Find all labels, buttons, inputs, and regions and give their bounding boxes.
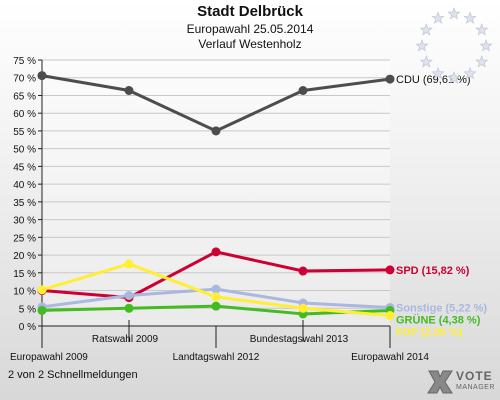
star-icon [419, 23, 433, 36]
series-label-grne: GRÜNE (4,38 %) [396, 313, 481, 326]
series-point-spd [385, 265, 395, 275]
series-point-fdp [211, 292, 221, 302]
star-icon [475, 55, 489, 68]
series-point-cdu [211, 126, 221, 136]
y-tick-label: 15 % [13, 269, 36, 280]
star-icon [431, 11, 445, 24]
series-point-sonstige [211, 284, 221, 294]
series-point-fdp [385, 311, 395, 321]
y-tick-label: 5 % [19, 304, 36, 315]
y-tick-label: 70 % [13, 74, 36, 85]
vote-x-icon [427, 370, 453, 394]
series-point-spd [298, 266, 308, 276]
logo-text: VOTE [456, 369, 493, 383]
x-tick-label: Ratswahl 2009 [92, 334, 159, 345]
y-tick-label: 25 % [13, 233, 36, 244]
x-tick-label: Europawahl 2009 [10, 352, 88, 363]
y-tick-label: 75 % [13, 56, 36, 67]
y-tick-label: 35 % [13, 198, 36, 209]
y-tick-label: 20 % [13, 251, 36, 262]
y-tick-label: 30 % [13, 216, 36, 227]
y-tick-label: 45 % [13, 162, 36, 173]
star-icon [447, 71, 461, 84]
series-point-cdu [37, 71, 47, 81]
series-point-fdp [298, 303, 308, 313]
chart-subtitle-2: Verlauf Westenholz [198, 37, 302, 51]
footer-note: 2 von 2 Schnellmeldungen [8, 369, 138, 381]
series-point-grne [124, 303, 134, 313]
series-point-grne [211, 301, 221, 311]
series-point-fdp [37, 285, 47, 295]
star-icon [419, 55, 433, 68]
y-tick-label: 40 % [13, 180, 36, 191]
series-point-cdu [385, 74, 395, 84]
series-point-grne [37, 305, 47, 315]
logo-subtext: MANAGER [456, 384, 495, 391]
star-icon [479, 39, 493, 52]
series-point-spd [211, 247, 221, 257]
series-point-cdu [124, 86, 134, 96]
star-icon [415, 39, 429, 52]
y-tick-label: 55 % [13, 127, 36, 138]
plot-area [42, 60, 390, 326]
star-icon [463, 66, 477, 80]
series-point-sonstige [124, 290, 134, 300]
x-tick-label: Europawahl 2014 [351, 352, 429, 363]
star-icon [475, 23, 489, 36]
eu-stars-icon [415, 7, 493, 84]
vote-manager-logo: VOTE MANAGER [426, 366, 498, 398]
star-icon [463, 11, 477, 24]
x-tick-label: Landtagswahl 2012 [173, 352, 260, 363]
star-icon [447, 7, 461, 20]
y-tick-label: 65 % [13, 91, 36, 102]
y-tick-label: 10 % [13, 287, 36, 298]
series-label-spd: SPD (15,82 %) [396, 265, 470, 277]
series-label-fdp: FDP (2,95 %) [396, 326, 463, 338]
series-label-sonstige: Sonstige (5,22 %) [396, 302, 487, 314]
series-point-fdp [124, 259, 134, 269]
chart-subtitle: Europawahl 25.05.2014 [186, 22, 314, 36]
y-tick-label: 0 % [19, 322, 36, 333]
x-tick-label: Bundestagswahl 2013 [250, 334, 349, 345]
series-point-cdu [298, 86, 308, 96]
star-icon [431, 66, 445, 80]
y-tick-label: 50 % [13, 145, 36, 156]
y-tick-label: 60 % [13, 109, 36, 120]
chart-title: Stadt Delbrück [197, 3, 303, 20]
